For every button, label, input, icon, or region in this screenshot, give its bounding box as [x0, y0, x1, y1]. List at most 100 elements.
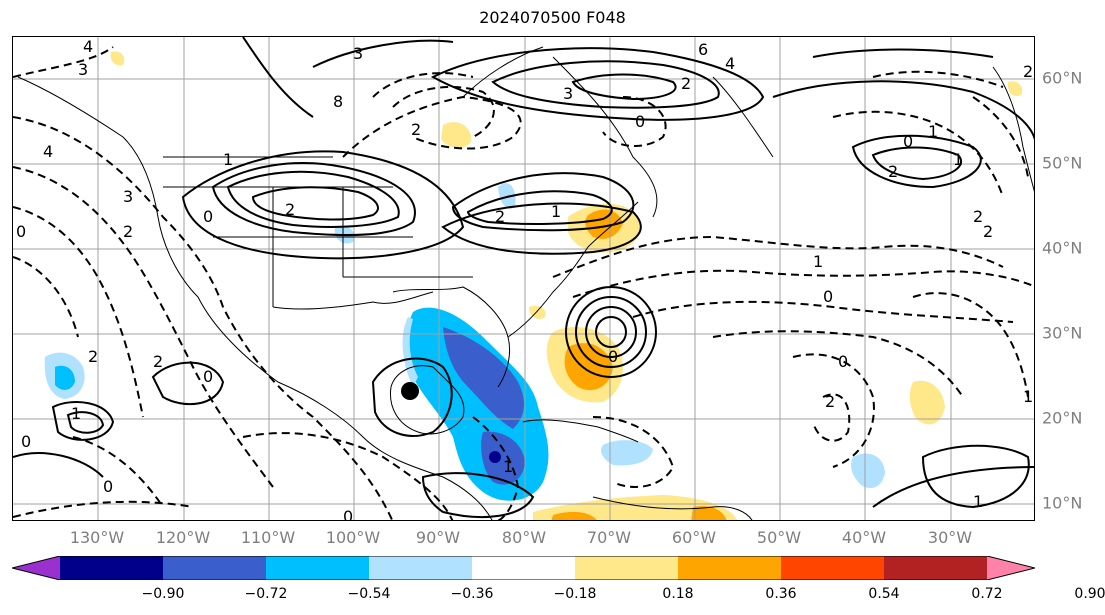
contour-label: 0: [608, 347, 618, 366]
contour-label: 3: [123, 187, 133, 206]
lon-label: 130°W: [69, 528, 125, 547]
lon-label: 120°W: [155, 528, 211, 547]
contour-label: 6: [698, 40, 708, 59]
contour-label: 1: [813, 252, 823, 271]
contour-label: 0: [21, 432, 31, 451]
colorbar-tick-label: 0.90: [1074, 586, 1105, 602]
contour-label: 2: [411, 120, 421, 139]
colorbar-tick-label: 0.72: [971, 586, 1003, 602]
contour-label: 1: [973, 492, 983, 511]
contour-label: 0: [635, 112, 645, 131]
positive-contours: [13, 37, 1034, 518]
contour-label: 0: [838, 352, 848, 371]
orange-anomaly-south: [551, 511, 597, 520]
contour-label: 2: [123, 222, 133, 241]
lon-label: 60°W: [671, 528, 717, 547]
colorbar-tick-label: −0.18: [553, 586, 597, 602]
contour-label: 2: [888, 162, 898, 181]
colorbar-segment: [781, 556, 885, 580]
yellow-anomaly-hudson: [441, 122, 472, 149]
blue-anomaly-east: [850, 453, 885, 489]
colorbar-segments: [12, 556, 1035, 580]
colorbar-segment: [678, 556, 782, 580]
contour-label: 0: [903, 132, 913, 151]
graticule: [13, 37, 1034, 520]
colorbar-tick-label: −0.72: [244, 586, 288, 602]
contour-label: 4: [725, 54, 735, 73]
colorbar-extend-high: [987, 556, 1035, 580]
contour-label: 4: [83, 37, 93, 56]
lat-label: 50°N: [1042, 153, 1083, 173]
contour-label: 2: [1023, 62, 1033, 81]
yellow-anomaly-mid: [909, 380, 945, 425]
forecast-map: 4 3 3 8 6 4 2 3 0 2 0 1 2 2 1 0 2 4 3 0 …: [13, 37, 1034, 521]
contour-label: 2: [285, 200, 295, 219]
contour-label: 1: [1023, 387, 1033, 406]
contour-label: 1: [71, 404, 81, 423]
contour-label: 1: [953, 150, 963, 169]
lat-label: 60°N: [1042, 68, 1083, 88]
contour-label: 1: [223, 150, 233, 169]
contour-label: 2: [88, 347, 98, 366]
contour-labels: 4 3 3 8 6 4 2 3 0 2 0 1 2 2 1 0 2 4 3 0 …: [16, 37, 1033, 521]
colorbar-segment: [575, 556, 679, 580]
contour-label: 1: [551, 202, 561, 221]
contour-label: 0: [203, 367, 213, 386]
center-marker: [401, 382, 419, 400]
map-title: 2024070500 F048: [479, 8, 626, 27]
colorbar-segment: [472, 556, 576, 580]
lat-label: 20°N: [1042, 408, 1083, 428]
lat-label: 30°N: [1042, 323, 1083, 343]
contour-label: 0: [343, 507, 353, 521]
colorbar-tick-label: −0.54: [347, 586, 391, 602]
colorbar-segment: [369, 556, 473, 580]
colorbar-segment: [884, 556, 988, 580]
contour-label: 0: [823, 287, 833, 306]
colorbar-tick-label: 0.18: [662, 586, 694, 602]
contour-label: 0: [103, 477, 113, 496]
contour-label: 2: [825, 392, 835, 411]
colorbar-extend-low: [12, 556, 60, 580]
colorbar: [12, 556, 1035, 580]
lat-label: 10°N: [1042, 493, 1083, 513]
blue-anomaly-canada: [498, 183, 516, 209]
contour-label: 2: [681, 74, 691, 93]
lon-label: 30°W: [927, 528, 973, 547]
contour-label: 3: [353, 44, 363, 63]
contour-label: 4: [43, 142, 53, 161]
colorbar-tick-label: 0.36: [765, 586, 797, 602]
lat-label: 40°N: [1042, 238, 1083, 258]
contour-label: 1: [928, 122, 938, 141]
orange-anomaly-ne: [585, 209, 623, 239]
colorbar-tick-label: 0.54: [868, 586, 900, 602]
yellow-anomaly-greenland: [1007, 81, 1023, 97]
contour-label: 0: [16, 222, 26, 241]
contour-label: 2: [983, 222, 993, 241]
lon-label: 80°W: [501, 528, 547, 547]
lon-label: 100°W: [325, 528, 381, 547]
colorbar-segment: [60, 556, 164, 580]
colorbar-segment: [266, 556, 370, 580]
contour-label: 3: [78, 60, 88, 79]
map-panel: 4 3 3 8 6 4 2 3 0 2 0 1 2 2 1 0 2 4 3 0 …: [12, 36, 1035, 521]
contour-label: 8: [333, 92, 343, 111]
colorbar-tick-label: −0.90: [141, 586, 185, 602]
blue-dark-gulf: [443, 327, 525, 429]
shaded-fields: [44, 51, 1023, 520]
lon-label: 40°W: [841, 528, 887, 547]
colorbar-segment: [163, 556, 267, 580]
lon-label: 110°W: [240, 528, 296, 547]
blue-anomaly-atl: [601, 440, 653, 466]
lon-label: 90°W: [415, 528, 461, 547]
contour-label: 2: [153, 352, 163, 371]
contour-label: 3: [563, 84, 573, 103]
blue-core-pacific: [55, 365, 75, 390]
lon-label: 50°W: [756, 528, 802, 547]
contour-label: 1: [503, 457, 513, 476]
negative-contours: [13, 46, 1034, 520]
contour-label: 2: [973, 207, 983, 226]
contour-label: 0: [203, 207, 213, 226]
yellow-anomaly-nw: [110, 51, 125, 66]
lon-label: 70°W: [586, 528, 632, 547]
colorbar-tick-label: −0.36: [450, 586, 494, 602]
